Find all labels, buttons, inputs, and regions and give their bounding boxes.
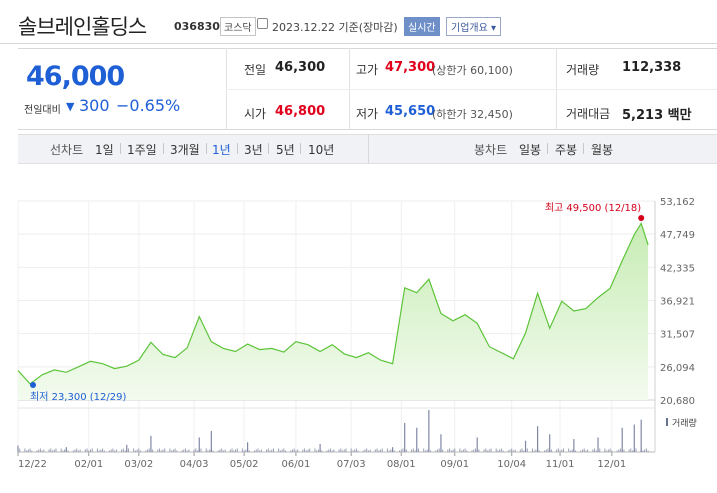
- high-marker: [638, 215, 645, 221]
- live-button[interactable]: 실시간: [404, 17, 440, 36]
- x-tick-label: 05/02: [230, 459, 259, 470]
- clock-icon: [257, 18, 268, 29]
- x-tick-label: 06/01: [282, 459, 311, 470]
- tab-daily-candle[interactable]: 일봉: [519, 143, 542, 157]
- x-tick-label: 12/01: [597, 459, 626, 470]
- tab-10-years[interactable]: 10년: [308, 143, 335, 157]
- quote-panel: [18, 48, 717, 130]
- tab-3-years[interactable]: 3년: [244, 143, 263, 157]
- y-tick-label: 36,921: [660, 297, 695, 308]
- high-value: 47,300: [385, 60, 436, 75]
- x-tick-label: 09/01: [440, 459, 469, 470]
- period-tab-bar: [18, 134, 717, 164]
- y-tick-label: 42,335: [660, 263, 695, 274]
- down-arrow-icon: ▼: [66, 100, 75, 113]
- high-annotation: 최고 49,500 (12/18): [545, 202, 641, 214]
- y-tick-label: 31,507: [660, 330, 695, 341]
- open-value: 46,800: [275, 104, 326, 119]
- volume-label: 거래량: [672, 417, 697, 429]
- upper-limit: (상한가 60,100): [432, 64, 513, 77]
- company-name: 솔브레인홀딩스: [18, 15, 147, 39]
- x-tick-label: 11/01: [546, 459, 575, 470]
- tab-monthly-candle[interactable]: 월봉: [591, 143, 614, 157]
- change-value: 300: [79, 96, 110, 115]
- x-tick-label: 12/22: [18, 459, 47, 470]
- stock-header: 솔브레인홀딩스 036830 코스닥 2023.12.22 기준(장마감) 실시…: [0, 0, 717, 44]
- low-marker: [30, 382, 36, 388]
- amount-label: 거래대금: [566, 107, 611, 121]
- line-chart-label: 선차트: [50, 143, 84, 157]
- volume-label: 거래량: [566, 63, 600, 77]
- amount-value: 5,213 백만: [622, 108, 692, 123]
- low-label: 저가: [356, 107, 379, 121]
- high-label: 고가: [356, 63, 379, 77]
- open-label: 시가: [244, 107, 267, 121]
- lower-limit: (하한가 32,450): [432, 108, 513, 121]
- prev-close-label: 전일: [244, 63, 267, 77]
- price-area: [18, 223, 649, 400]
- y-tick-label: 53,162: [660, 197, 695, 208]
- stock-code: 036830: [174, 20, 220, 33]
- market-badge: 코스닥: [220, 17, 256, 36]
- tab-1-day[interactable]: 1일: [95, 143, 114, 157]
- tab-weekly-candle[interactable]: 주봉: [555, 143, 578, 157]
- low-annotation: 최저 23,300 (12/29): [30, 391, 126, 403]
- change-label: 전일대비: [24, 105, 61, 116]
- x-tick-label: 10/04: [497, 459, 526, 470]
- volume-legend-icon: [666, 418, 668, 426]
- tab-5-years[interactable]: 5년: [276, 143, 295, 157]
- y-tick-label: 26,094: [660, 363, 695, 374]
- low-value: 45,650: [385, 104, 436, 119]
- x-tick-label: 03/02: [124, 459, 153, 470]
- prev-close-value: 46,300: [275, 60, 326, 75]
- x-tick-label: 04/03: [180, 459, 209, 470]
- x-tick-label: 02/01: [74, 459, 103, 470]
- x-tick-label: 07/03: [337, 459, 366, 470]
- company-info-dropdown[interactable]: 기업개요 ▾: [446, 17, 501, 36]
- change-percent: −0.65%: [116, 96, 181, 115]
- x-tick-label: 08/01: [387, 459, 416, 470]
- tab-1-week[interactable]: 1주일: [127, 143, 157, 157]
- tab-3-months[interactable]: 3개월: [170, 143, 200, 157]
- y-tick-label: 47,749: [660, 230, 695, 241]
- current-price: 46,000: [26, 61, 125, 92]
- tab-1-year[interactable]: 1년: [212, 143, 231, 157]
- y-tick-label: 20,680: [660, 396, 695, 407]
- volume-value: 112,338: [622, 60, 682, 75]
- price-line: [17, 221, 649, 385]
- date-info: 2023.12.22 기준(장마감): [272, 21, 398, 34]
- candle-chart-label: 봉차트: [474, 143, 508, 157]
